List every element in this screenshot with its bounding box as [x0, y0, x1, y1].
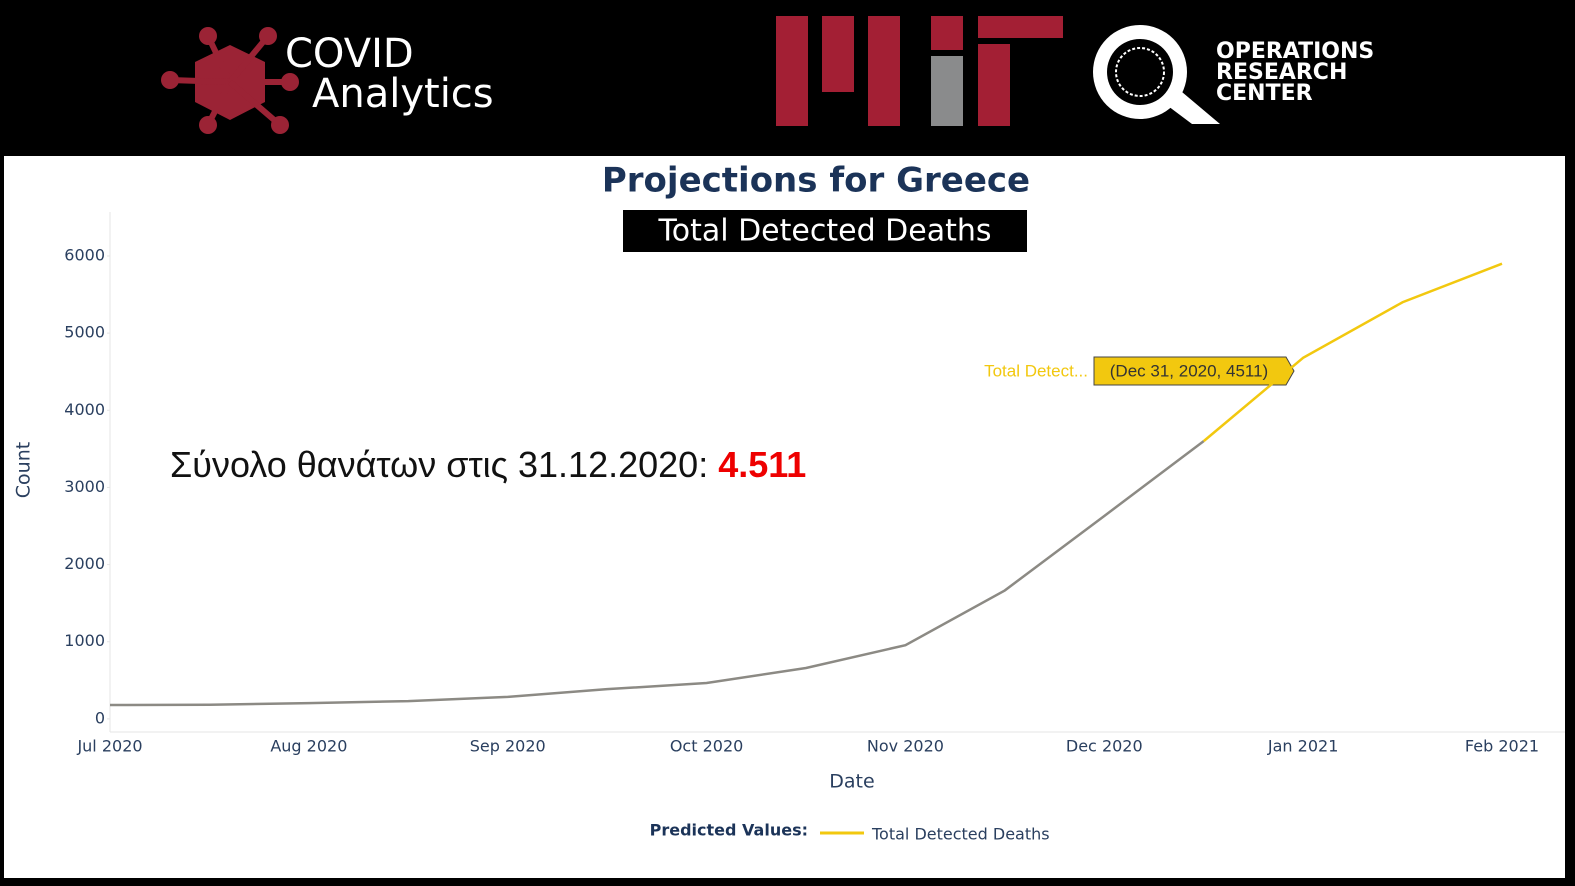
hover-value: (Dec 31, 2020, 4511): [1110, 361, 1268, 380]
x-tick-label: Oct 2020: [670, 737, 743, 756]
y-tick-label: 0: [95, 708, 105, 727]
y-tick-label: 5000: [64, 323, 105, 342]
y-tick-label: 2000: [64, 554, 105, 573]
x-tick-label: Dec 2020: [1066, 737, 1143, 756]
x-tick-label: Jan 2021: [1267, 737, 1338, 756]
x-tick-label: Aug 2020: [270, 737, 347, 756]
chart-subtitle: Total Detected Deaths: [657, 214, 991, 249]
legend-title: Predicted Values:: [650, 821, 808, 840]
annotation: Σύνολο θανάτων στις 31.12.2020: 4.511: [170, 444, 806, 485]
logo-text: OPERATIONS: [1216, 39, 1374, 64]
annotation-value: 4.511: [718, 444, 806, 485]
x-tick-label: Sep 2020: [470, 737, 546, 756]
annotation-text: Σύνολο θανάτων στις 31.12.2020:: [170, 444, 718, 485]
logo-text: COVID: [285, 31, 414, 77]
logo-text: CENTER: [1216, 81, 1313, 106]
logo-text: Analytics: [312, 71, 494, 117]
series-line: [1202, 262, 1503, 443]
logo-text: RESEARCH: [1216, 60, 1347, 85]
orc-logo: [1093, 25, 1220, 124]
hover-box: [1093, 356, 1295, 386]
x-tick-label: Feb 2021: [1465, 737, 1539, 756]
hover-name: Total Detect...: [984, 361, 1088, 380]
plot: 0 1000 2000 3000 4000 5000 6000 Jul 2020 Aug 202…: [64, 245, 1539, 843]
mit-logo: [776, 16, 1063, 126]
y-tick-label: 3000: [64, 477, 105, 496]
legend-label: Total Detected Deaths: [871, 825, 1050, 844]
chart-title: Projections for Greece: [602, 161, 1030, 201]
y-tick-label: 6000: [64, 245, 105, 264]
x-axis-label: Date: [829, 771, 874, 793]
y-tick-label: 1000: [64, 631, 105, 650]
x-tick-label: Nov 2020: [867, 737, 944, 756]
y-axis-label: Count: [13, 442, 35, 498]
series-line: [109, 440, 1205, 707]
subtitle-box: [623, 210, 1027, 252]
chart-panel: [4, 156, 1565, 878]
x-tick-label: Jul 2020: [76, 737, 142, 756]
covid-logo: [161, 27, 299, 134]
y-tick-label: 4000: [64, 400, 105, 419]
